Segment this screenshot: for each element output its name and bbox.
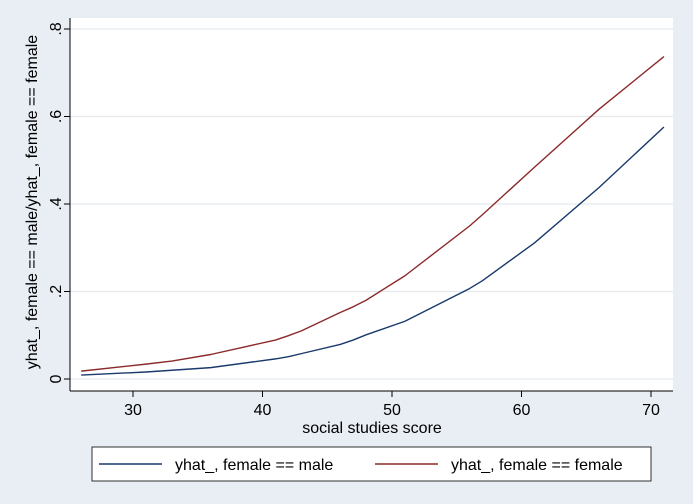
y-tick-label: .6 (48, 110, 65, 123)
series-layer (81, 56, 665, 376)
grid (70, 28, 673, 380)
y-tick-label: .2 (48, 285, 65, 298)
x-tick-label: 30 (124, 402, 142, 419)
legend-box (91, 446, 652, 482)
legend-label-female: yhat_, female == female (451, 457, 623, 474)
legend-label-male: yhat_, female == male (175, 457, 333, 474)
x-tick-label: 60 (513, 402, 531, 419)
y-axis-title: yhat_, female == male/yhat_, female == f… (24, 35, 41, 370)
y-tick-label: 0 (48, 374, 65, 383)
legend: yhat_, female == male yhat_, female == f… (91, 446, 652, 482)
x-tick-label: 50 (383, 402, 401, 419)
y-tick-label: .8 (48, 22, 65, 35)
x-tick-label: 40 (254, 402, 272, 419)
axes: 0 .2 .4 .6 .8 30 40 50 60 70 (48, 18, 673, 419)
series-line-female (81, 56, 665, 372)
series-line-male (81, 126, 665, 376)
x-axis-title: social studies score (302, 420, 442, 437)
y-tick-label: .4 (48, 197, 65, 210)
x-tick-label: 70 (642, 402, 660, 419)
